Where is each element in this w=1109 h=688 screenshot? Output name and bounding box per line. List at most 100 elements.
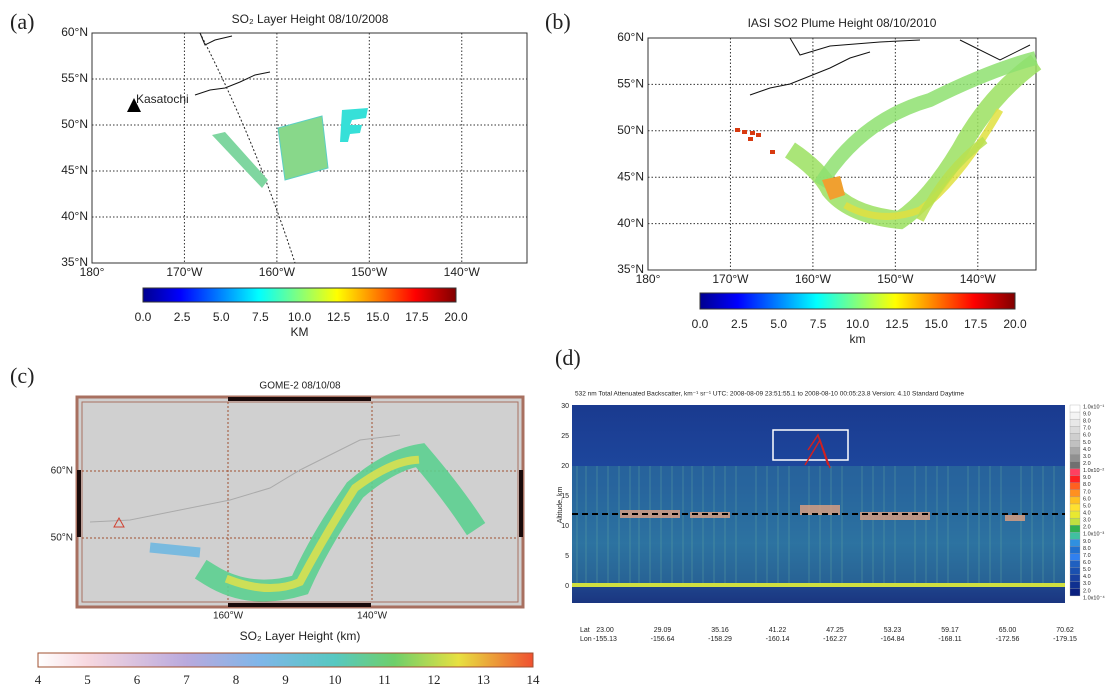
lon-label: 140°W: [444, 265, 481, 279]
colorbar-label: SO₂ Layer Height (km): [240, 629, 361, 643]
panel-title: GOME-2 08/10/08: [259, 381, 341, 392]
frame-bar: [77, 470, 81, 537]
coastline: [89, 434, 401, 523]
colorbar-tick: 8: [233, 672, 240, 687]
colorbar-swatch: [1069, 532, 1081, 540]
lat-label: 60°N: [61, 25, 88, 39]
colorbar-tick: 4: [35, 672, 42, 687]
colorbar-swatch: [1069, 588, 1081, 597]
colorbar-tick: 7.0: [1083, 553, 1091, 559]
colorbar-tick: 0.0: [692, 317, 709, 331]
colorbar-tick: 15.0: [366, 310, 390, 324]
lon-label: 170°W: [166, 265, 203, 279]
y-tick-label: 30: [561, 403, 569, 410]
colorbar-tick: 5.0: [1083, 567, 1091, 573]
y-tick-label: 10: [561, 523, 569, 530]
aerosol-layer: [690, 512, 730, 518]
colorbar-swatch: [1069, 418, 1081, 427]
annotation: Kasatochi: [136, 92, 189, 106]
colorbar-tick: 12.5: [327, 310, 351, 324]
colorbar-swatch: [1069, 517, 1081, 526]
plume: [277, 115, 329, 181]
colorbar-swatch: [1069, 539, 1081, 547]
plume-pixel: [742, 130, 747, 134]
lat-label: 35°N: [61, 255, 88, 269]
colorbar: [142, 287, 457, 303]
plume: [212, 132, 268, 188]
panel-title: 532 nm Total Attenuated Backscatter, km⁻…: [575, 391, 964, 398]
colorbar-swatch: [1069, 433, 1081, 441]
panel-label: (b): [545, 9, 571, 34]
lon-label: 150°W: [877, 272, 914, 286]
colorbar-swatch: [1069, 496, 1081, 505]
colorbar-tick: 11: [378, 672, 391, 687]
colorbar-swatch: [1069, 468, 1081, 476]
row-label: Lon: [580, 636, 592, 643]
lat-label: 50°N: [51, 533, 73, 544]
signal-band: [572, 466, 1065, 586]
colorbar-tick: 5.0: [1083, 503, 1091, 509]
plume: [916, 136, 988, 222]
colorbar-tick: 10: [329, 672, 342, 687]
lat-label: 70.62: [1056, 627, 1074, 634]
colorbar-tick: 7.0: [1083, 426, 1091, 432]
lat-label: 23.00: [596, 627, 614, 634]
colorbar-swatch: [1069, 567, 1081, 575]
volcano: [127, 98, 141, 112]
lon-label: 140°W: [357, 611, 388, 622]
colorbar-tick: 1.0x10⁻³: [1083, 532, 1104, 538]
lon-label: -160.14: [766, 636, 790, 643]
colorbar-tick: 6: [134, 672, 141, 687]
colorbar-tick: 7.0: [1083, 489, 1091, 495]
colorbar-tick: 8.0: [1083, 419, 1091, 425]
colorbar-swatch: [1069, 546, 1081, 554]
volcano: [113, 516, 125, 528]
colorbar-swatch: [1069, 525, 1081, 533]
lat-label: 40°N: [617, 216, 644, 230]
plume-pixel: [756, 133, 761, 137]
map-frame: [81, 401, 519, 603]
retrieval: [804, 433, 831, 469]
lat-label: 35°N: [617, 262, 644, 276]
colorbar-swatch: [1069, 510, 1081, 519]
coastline: [789, 37, 921, 56]
frame-bar: [519, 470, 523, 537]
lon-label: -155.13: [593, 636, 617, 643]
frame-bar: [228, 397, 371, 401]
lat-label: 59.17: [941, 627, 959, 634]
colorbar-swatch: [1069, 560, 1081, 568]
colorbar-tick: 9.0: [1083, 412, 1091, 418]
colorbar-tick: 1.0x10⁻⁴: [1083, 594, 1105, 601]
colorbar-swatch: [1069, 581, 1081, 590]
colorbar-tick: 9: [282, 672, 289, 687]
colorbar-swatch: [1069, 426, 1081, 434]
colorbar-tick: 3.0: [1083, 581, 1091, 587]
colorbar-tick: 5.0: [770, 317, 787, 331]
panel-title: SO₂ Layer Height 08/10/2008: [232, 12, 389, 26]
colorbar-tick: 8.0: [1083, 482, 1091, 488]
panel-label: (d): [555, 345, 581, 370]
lon-label: -179.15: [1053, 636, 1077, 643]
lat-label: 55°N: [61, 71, 88, 85]
lat-label: 50°N: [617, 123, 644, 137]
colorbar-tick: 4.0: [1083, 574, 1091, 580]
colorbar-tick: 13: [477, 672, 490, 687]
lon-label: 160°W: [795, 272, 832, 286]
colorbar-tick: 14: [527, 672, 541, 687]
plume: [224, 455, 420, 593]
panel-label: (c): [10, 363, 34, 388]
colorbar-swatch: [1069, 503, 1081, 512]
colorbar-tick: 20.0: [444, 310, 468, 324]
colorbar-tick: 20.0: [1003, 317, 1027, 331]
colorbar-tick: 9.0: [1083, 475, 1091, 481]
surface: [572, 583, 1065, 587]
colorbar-tick: 6.0: [1083, 433, 1091, 439]
plume-pixel: [735, 128, 740, 132]
colorbar-swatch: [1069, 454, 1081, 462]
colorbar-tick: 0.0: [135, 310, 152, 324]
colorbar-tick: 1.0x10⁻¹: [1083, 404, 1104, 410]
y-tick-label: 20: [561, 463, 569, 470]
colorbar-swatch: [1069, 482, 1081, 491]
highlight-box: [772, 429, 849, 461]
y-tick-label: 5: [565, 553, 569, 560]
